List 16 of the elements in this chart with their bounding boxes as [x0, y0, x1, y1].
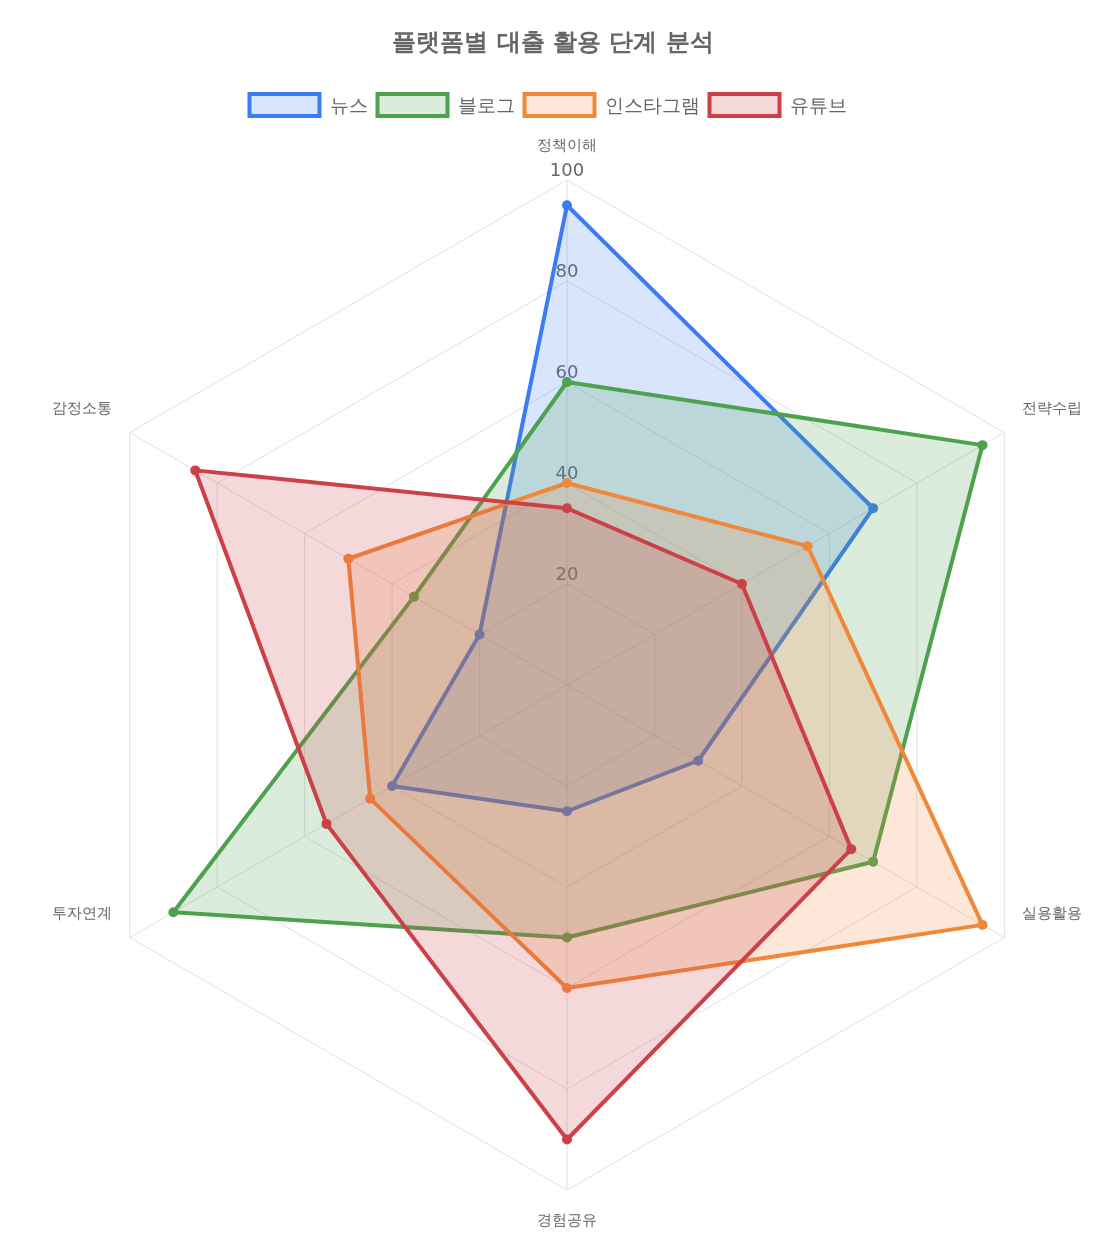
- y-tick-label: 60: [555, 361, 579, 382]
- spoke-label: 실용활용: [1022, 903, 1082, 922]
- y-tick-label: 40: [555, 462, 579, 483]
- legend-label: 뉴스: [329, 94, 368, 116]
- chart-title: 플랫폼별 대출 활용 단계 분석: [392, 28, 714, 56]
- legend-label: 블로그: [457, 94, 515, 116]
- legend-label: 인스타그램: [604, 94, 700, 116]
- spoke-label: 감정소통: [52, 398, 112, 417]
- y-tick-label: 100: [549, 159, 585, 180]
- y-tick-label: 20: [555, 563, 579, 584]
- spoke-label: 전략수립: [1022, 398, 1082, 417]
- y-tick-label: 80: [555, 260, 579, 281]
- spoke-label: 투자연계: [52, 903, 112, 922]
- spoke-label: 경험공유: [537, 1211, 597, 1229]
- legend-label: 유튜브: [789, 94, 847, 116]
- spoke-label: 정책이해: [537, 136, 597, 154]
